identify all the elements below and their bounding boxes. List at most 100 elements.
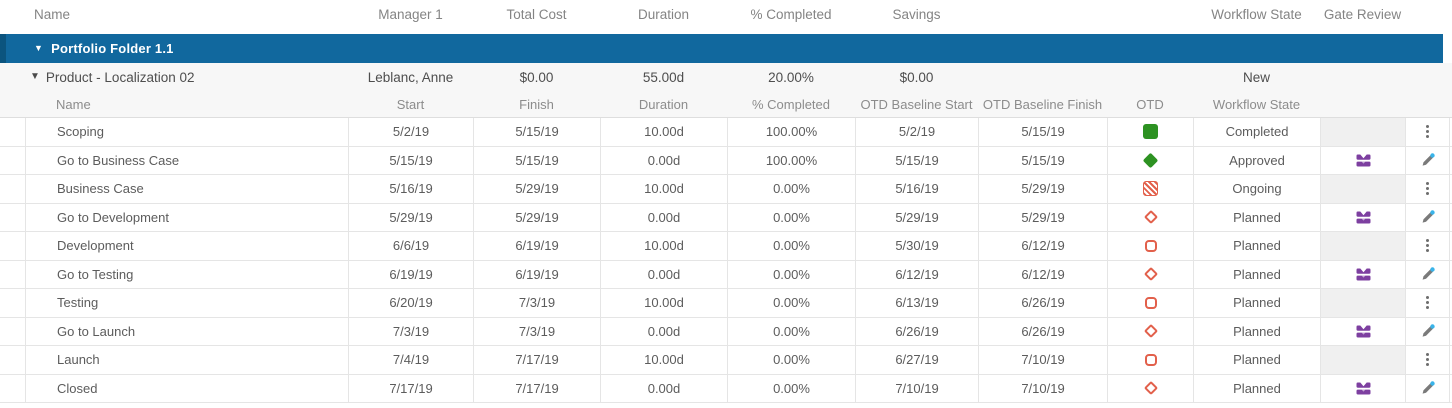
table-row[interactable]: Testing 6/20/19 7/3/19 10.00d 0.00% 6/13… [0, 289, 1452, 318]
finish-date-cell[interactable]: 5/29/19 [473, 175, 600, 203]
start-date-cell[interactable]: 6/6/19 [348, 232, 473, 260]
duration-cell[interactable]: 10.00d [600, 175, 727, 203]
column-header-gate-review[interactable]: Gate Review [1323, 6, 1402, 22]
otd-baseline-start-cell[interactable]: 5/29/19 [855, 203, 978, 231]
otd-baseline-finish-cell[interactable]: 6/12/19 [978, 232, 1107, 260]
column-header-workflow-state[interactable]: Workflow State [1211, 6, 1302, 22]
edit-pencil-icon[interactable] [1420, 210, 1435, 225]
table-row[interactable]: Go to Testing 6/19/19 6/19/19 0.00d 0.00… [0, 260, 1452, 289]
subheader-otd[interactable]: OTD [1136, 96, 1164, 112]
row-actions-cell[interactable] [1405, 232, 1450, 260]
otd-baseline-finish-cell[interactable]: 7/10/19 [978, 374, 1107, 402]
percent-completed-cell[interactable]: 0.00% [727, 289, 855, 317]
task-name-cell[interactable]: Development [25, 232, 348, 260]
percent-completed-cell[interactable]: 0.00% [727, 232, 855, 260]
row-actions-cell[interactable] [1405, 203, 1450, 231]
kebab-menu-icon[interactable] [1426, 125, 1429, 139]
percent-completed-cell[interactable]: 0.00% [727, 317, 855, 345]
table-row[interactable]: Go to Launch 7/3/19 7/3/19 0.00d 0.00% 6… [0, 317, 1452, 346]
collapse-triangle-icon[interactable]: ▼ [30, 71, 40, 82]
otd-baseline-finish-cell[interactable]: 7/10/19 [978, 346, 1107, 374]
task-name-cell[interactable]: Go to Business Case [25, 146, 348, 174]
otd-baseline-finish-cell[interactable]: 6/26/19 [978, 289, 1107, 317]
table-row[interactable]: Business Case 5/16/19 5/29/19 10.00d 0.0… [0, 175, 1452, 204]
duration-cell[interactable]: 10.00d [600, 232, 727, 260]
column-header-duration[interactable]: Duration [637, 6, 690, 22]
workflow-state-cell[interactable]: Ongoing [1193, 175, 1320, 203]
column-header-percent-completed[interactable]: % Completed [750, 6, 832, 22]
finish-date-cell[interactable]: 6/19/19 [473, 260, 600, 288]
kebab-menu-icon[interactable] [1426, 296, 1429, 310]
percent-completed-cell[interactable]: 0.00% [727, 374, 855, 402]
workflow-state-cell[interactable]: Planned [1193, 374, 1320, 402]
duration-cell[interactable]: 10.00d [600, 289, 727, 317]
row-actions-cell[interactable] [1405, 260, 1450, 288]
percent-completed-cell[interactable]: 100.00% [727, 118, 855, 146]
column-header-savings[interactable]: Savings [892, 6, 941, 22]
task-name-cell[interactable]: Scoping [25, 118, 348, 146]
row-actions-cell[interactable] [1405, 289, 1450, 317]
project-summary-row[interactable]: ▼ Product - Localization 02 Leblanc, Ann… [0, 63, 1452, 91]
otd-baseline-start-cell[interactable]: 6/27/19 [855, 346, 978, 374]
duration-cell[interactable]: 0.00d [600, 374, 727, 402]
otd-baseline-start-cell[interactable]: 5/2/19 [855, 118, 978, 146]
gate-review-icon[interactable] [1356, 325, 1371, 338]
start-date-cell[interactable]: 7/17/19 [348, 374, 473, 402]
table-row[interactable]: Launch 7/4/19 7/17/19 10.00d 0.00% 6/27/… [0, 346, 1452, 375]
project-name[interactable]: Product - Localization 02 [45, 69, 195, 85]
otd-baseline-finish-cell[interactable]: 5/15/19 [978, 146, 1107, 174]
duration-cell[interactable]: 0.00d [600, 317, 727, 345]
otd-baseline-finish-cell[interactable]: 6/26/19 [978, 317, 1107, 345]
percent-completed-cell[interactable]: 0.00% [727, 260, 855, 288]
edit-pencil-icon[interactable] [1420, 153, 1435, 168]
percent-completed-cell[interactable]: 0.00% [727, 346, 855, 374]
subheader-percent-completed[interactable]: % Completed [751, 96, 831, 112]
kebab-menu-icon[interactable] [1426, 353, 1429, 367]
subheader-otd-baseline-finish[interactable]: OTD Baseline Finish [982, 96, 1103, 112]
start-date-cell[interactable]: 5/2/19 [348, 118, 473, 146]
finish-date-cell[interactable]: 7/3/19 [473, 317, 600, 345]
workflow-state-cell[interactable]: Planned [1193, 289, 1320, 317]
kebab-menu-icon[interactable] [1426, 182, 1429, 196]
gate-review-icon[interactable] [1356, 211, 1371, 224]
row-actions-cell[interactable] [1405, 317, 1450, 345]
task-name-cell[interactable]: Go to Testing [25, 260, 348, 288]
start-date-cell[interactable]: 5/16/19 [348, 175, 473, 203]
otd-baseline-start-cell[interactable]: 5/15/19 [855, 146, 978, 174]
start-date-cell[interactable]: 7/3/19 [348, 317, 473, 345]
finish-date-cell[interactable]: 5/29/19 [473, 203, 600, 231]
otd-baseline-finish-cell[interactable]: 5/29/19 [978, 175, 1107, 203]
task-name-cell[interactable]: Business Case [25, 175, 348, 203]
column-header-manager1[interactable]: Manager 1 [378, 6, 443, 22]
task-name-cell[interactable]: Testing [25, 289, 348, 317]
workflow-state-cell[interactable]: Completed [1193, 118, 1320, 146]
start-date-cell[interactable]: 5/15/19 [348, 146, 473, 174]
otd-baseline-start-cell[interactable]: 5/16/19 [855, 175, 978, 203]
duration-cell[interactable]: 0.00d [600, 203, 727, 231]
duration-cell[interactable]: 0.00d [600, 146, 727, 174]
table-row[interactable]: Scoping 5/2/19 5/15/19 10.00d 100.00% 5/… [0, 118, 1452, 147]
start-date-cell[interactable]: 5/29/19 [348, 203, 473, 231]
finish-date-cell[interactable]: 5/15/19 [473, 118, 600, 146]
duration-cell[interactable]: 0.00d [600, 260, 727, 288]
table-row[interactable]: Closed 7/17/19 7/17/19 0.00d 0.00% 7/10/… [0, 374, 1452, 403]
task-name-cell[interactable]: Go to Launch [25, 317, 348, 345]
task-name-cell[interactable]: Closed [25, 374, 348, 402]
table-row[interactable]: Go to Business Case 5/15/19 5/15/19 0.00… [0, 146, 1452, 175]
workflow-state-cell[interactable]: Approved [1193, 146, 1320, 174]
otd-baseline-start-cell[interactable]: 6/13/19 [855, 289, 978, 317]
column-header-name[interactable]: Name [34, 6, 71, 22]
percent-completed-cell[interactable]: 100.00% [727, 146, 855, 174]
workflow-state-cell[interactable]: Planned [1193, 260, 1320, 288]
workflow-state-cell[interactable]: Planned [1193, 232, 1320, 260]
otd-baseline-finish-cell[interactable]: 5/29/19 [978, 203, 1107, 231]
finish-date-cell[interactable]: 7/3/19 [473, 289, 600, 317]
subheader-name[interactable]: Name [56, 96, 91, 112]
start-date-cell[interactable]: 6/19/19 [348, 260, 473, 288]
portfolio-folder-bar[interactable]: ▼ Portfolio Folder 1.1 [0, 34, 1443, 63]
row-actions-cell[interactable] [1405, 146, 1450, 174]
finish-date-cell[interactable]: 5/15/19 [473, 146, 600, 174]
subheader-duration[interactable]: Duration [638, 96, 689, 112]
otd-baseline-start-cell[interactable]: 7/10/19 [855, 374, 978, 402]
table-row[interactable]: Development 6/6/19 6/19/19 10.00d 0.00% … [0, 232, 1452, 261]
